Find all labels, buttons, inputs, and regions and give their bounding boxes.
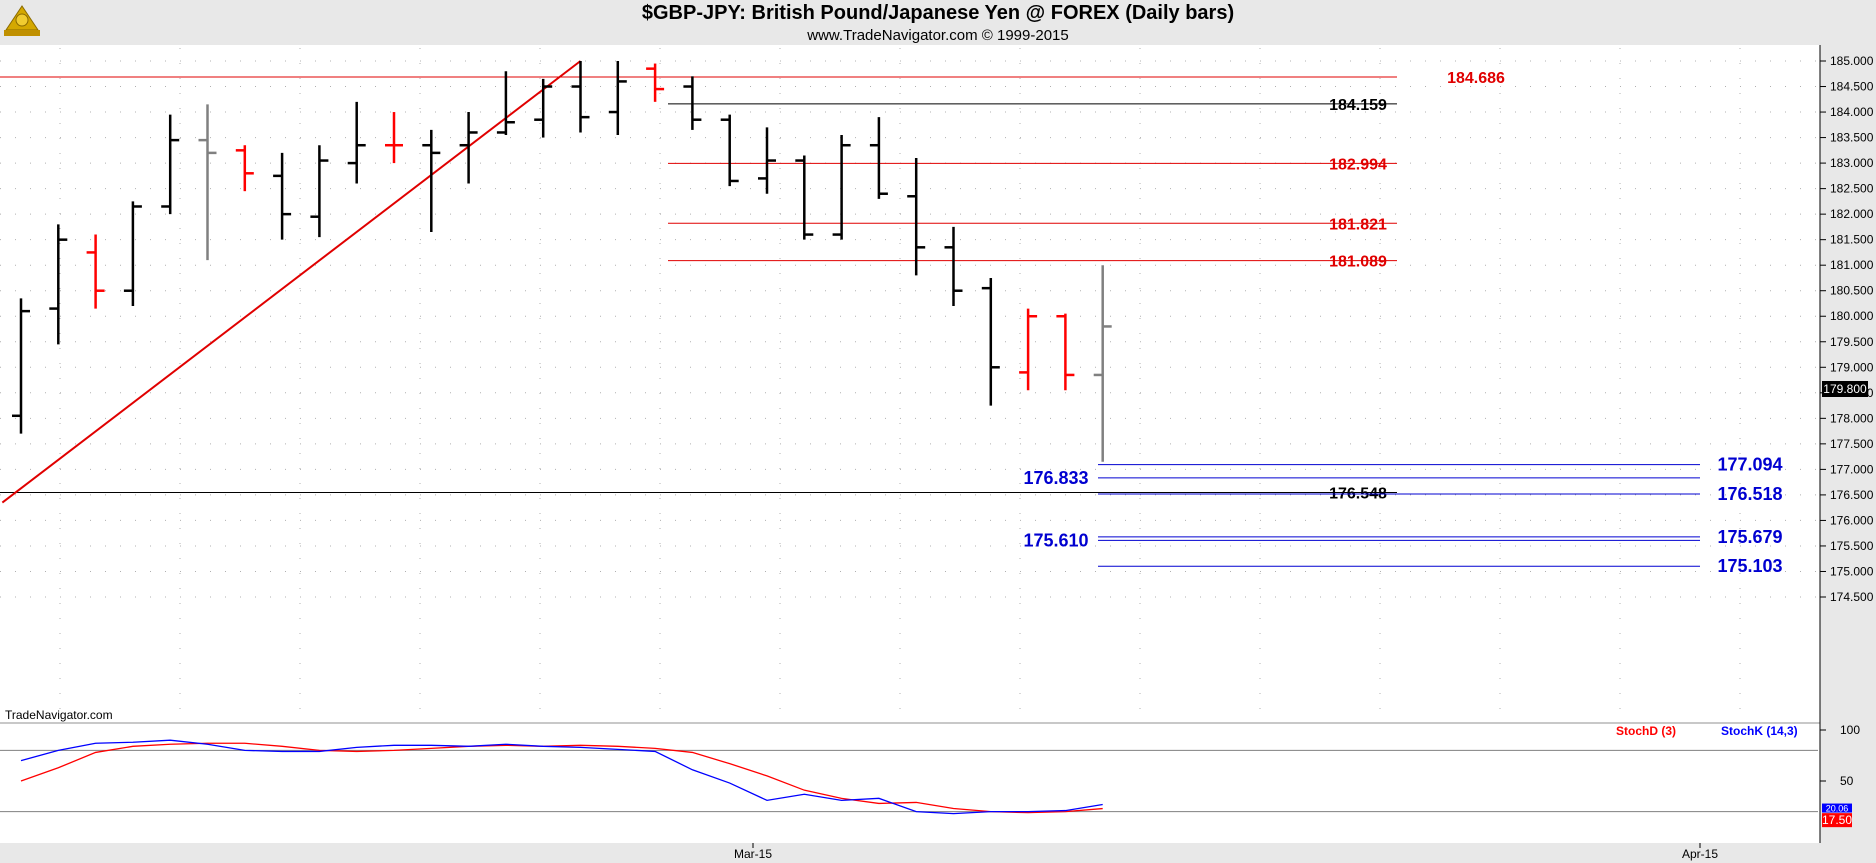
ohlc-bar — [12, 298, 30, 434]
ohlc-bar — [86, 234, 105, 309]
level-label: 175.679 — [1717, 527, 1782, 547]
ohlc-bar — [608, 61, 627, 136]
ohlc-bar — [795, 155, 814, 240]
ohlc-bar — [683, 76, 702, 130]
grid-dots — [0, 48, 1818, 718]
y-tick-label: 176.000 — [1830, 513, 1874, 527]
ohlc-bar — [496, 71, 515, 136]
date-axis: Mar-15 Apr-15 — [734, 843, 1718, 861]
last-price-label: 179.800 — [1823, 382, 1867, 396]
ohlc-bar — [646, 63, 665, 102]
y-tick-label: 183.500 — [1830, 131, 1874, 145]
ohlc-bar — [235, 145, 254, 192]
level-label: 181.089 — [1329, 254, 1387, 271]
level-label: 182.994 — [1329, 156, 1387, 173]
ohlc-bar — [1019, 308, 1038, 391]
watermark: TradeNavigator.com — [5, 708, 113, 722]
ohlc-bar — [123, 201, 142, 307]
y-tick-label: 180.000 — [1830, 309, 1874, 323]
ohlc-bar — [758, 127, 776, 194]
y-tick-label: 175.000 — [1830, 564, 1874, 578]
y-tick-label: 175.500 — [1830, 539, 1874, 553]
ohlc-bar — [459, 112, 478, 184]
price-panel — [0, 45, 1820, 722]
legend-stoch-k: StochK (14,3) — [1721, 724, 1798, 738]
ohlc-bar — [981, 277, 1000, 406]
trendline — [1, 60, 582, 504]
x-tick-label: Apr-15 — [1682, 847, 1718, 861]
ohlc-bar — [571, 61, 590, 133]
stoch-k-tag-label: 20.06 — [1826, 804, 1849, 814]
ohlc-bar — [310, 145, 329, 238]
y-tick-label: 184.000 — [1830, 105, 1874, 119]
level-label: 184.686 — [1447, 70, 1505, 87]
ohlc-bar — [534, 78, 553, 138]
y-tick-label: 176.500 — [1830, 488, 1874, 502]
stoch-d-tag-label: 17.50 — [1822, 813, 1852, 827]
sextant-logo-icon — [4, 5, 40, 36]
level-label: 176.518 — [1717, 484, 1782, 504]
chart-subtitle: www.TradeNavigator.com © 1999-2015 — [806, 27, 1068, 44]
y-tick-label: 177.500 — [1830, 437, 1874, 451]
level-label: 176.833 — [1023, 468, 1088, 488]
ohlc-bar — [273, 152, 292, 240]
stoch-y-tick-label: 100 — [1840, 723, 1860, 737]
y-tick-label: 179.000 — [1830, 360, 1874, 374]
ohlc-bar — [907, 157, 926, 276]
y-tick-label: 180.500 — [1830, 284, 1874, 298]
ohlc-bar — [422, 129, 441, 233]
y-tick-label: 185.000 — [1830, 54, 1874, 68]
stoch-y-tick-label: 50 — [1840, 774, 1854, 788]
ohlc-bar — [49, 224, 68, 345]
ohlc-bar — [869, 117, 888, 199]
ohlc-bar — [161, 114, 180, 215]
ohlc-bar — [198, 104, 217, 261]
stoch-d-tag — [1822, 813, 1852, 828]
y-tick-label: 179.500 — [1830, 335, 1874, 349]
ohlc-bars — [12, 61, 1112, 462]
ohlc-bar — [347, 101, 366, 184]
y-tick-label: 181.500 — [1830, 233, 1874, 247]
stoch-k-tag — [1822, 803, 1852, 813]
ohlc-bar — [944, 226, 963, 307]
y-tick-label: 183.000 — [1830, 156, 1874, 170]
ohlc-bar — [385, 112, 403, 164]
ohlc-bar — [1093, 265, 1112, 462]
y-tick-label: 182.500 — [1830, 182, 1874, 196]
stoch-panel — [0, 724, 1820, 843]
y-tick-label: 181.000 — [1830, 258, 1874, 272]
y-tick-label: 177.000 — [1830, 462, 1874, 476]
y-tick-label: 182.000 — [1830, 207, 1874, 221]
last-price-tag: 179.800 — [1822, 381, 1868, 397]
level-label: 175.610 — [1023, 530, 1088, 550]
ohlc-bar — [832, 135, 851, 240]
price-levels: 184.686 184.159 182.994 181.821 181.089 177.0… — [0, 70, 1783, 576]
ohlc-bar — [720, 114, 739, 187]
y-tick-label: 174.500 — [1830, 590, 1874, 604]
trendline-layer — [1, 60, 582, 504]
y-tick-label: 184.500 — [1830, 80, 1874, 94]
level-label: 175.103 — [1717, 556, 1782, 576]
legend-stoch-d: StochD (3) — [1616, 724, 1676, 738]
x-tick-label: Mar-15 — [734, 847, 772, 861]
chart-title: $GBP-JPY: British Pound/Japanese Yen @ F… — [642, 2, 1234, 24]
level-label: 184.159 — [1329, 97, 1387, 114]
level-label: 181.821 — [1329, 216, 1387, 233]
stoch-series-line — [20, 739, 1103, 815]
price-axis: 174.500 175.000 175.500 176.000 176.500 177.0… — [1820, 54, 1874, 604]
level-label: 177.094 — [1717, 455, 1782, 475]
y-tick-label: 178.000 — [1830, 411, 1874, 425]
ohlc-bar — [1056, 313, 1075, 391]
